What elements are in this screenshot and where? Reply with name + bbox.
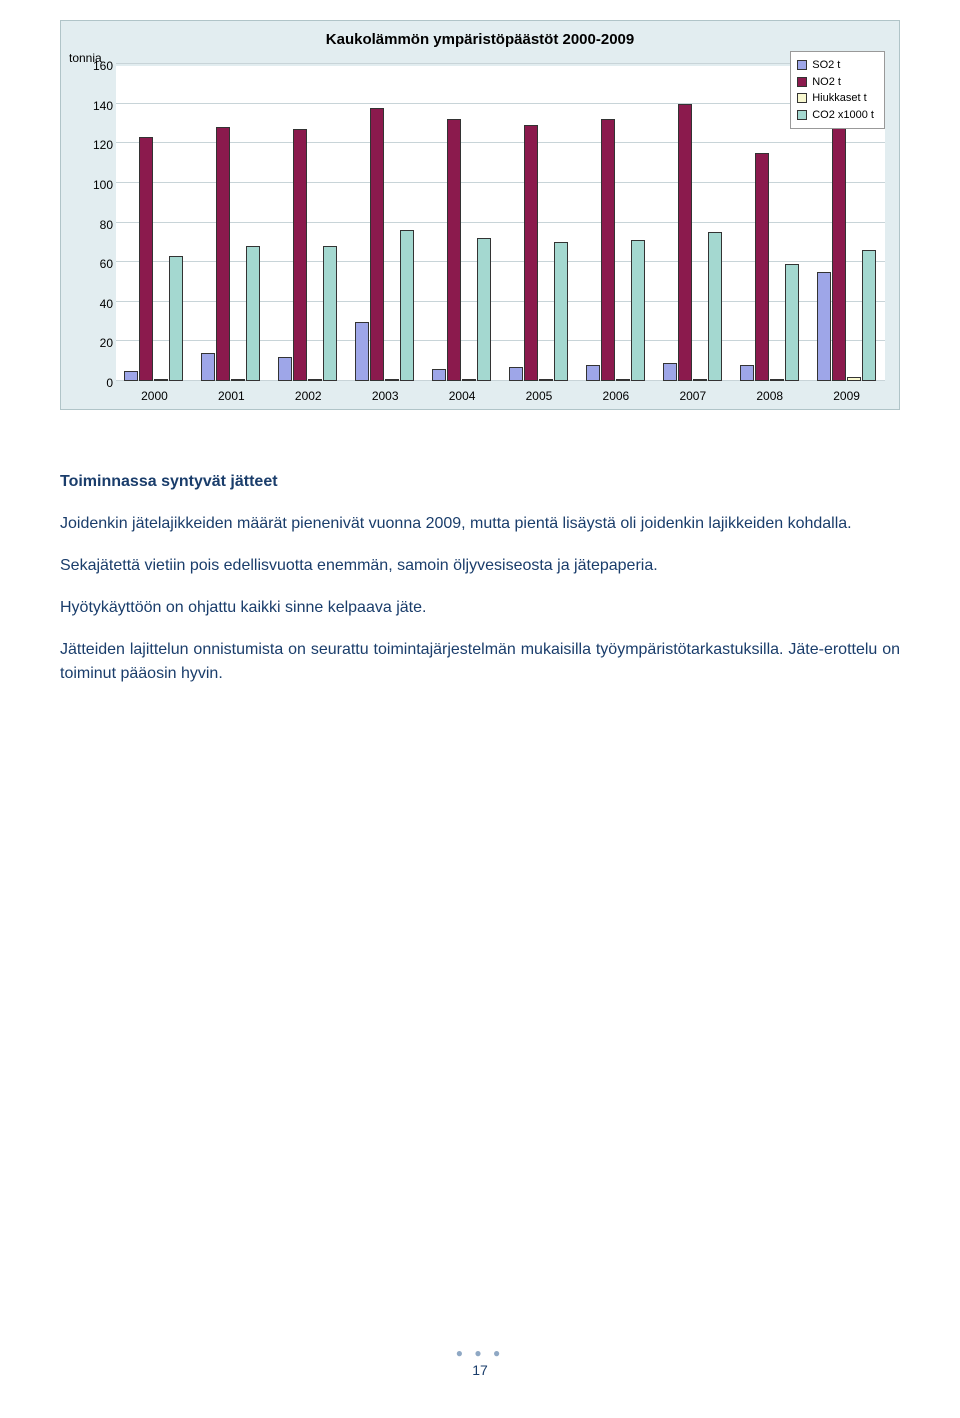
bar: [355, 322, 369, 381]
bar: [323, 246, 337, 381]
bar-group: [116, 66, 193, 381]
bar: [663, 363, 677, 381]
paragraph: Hyötykäyttöön on ohjattu kaikki sinne ke…: [60, 596, 900, 620]
bar: [678, 104, 692, 381]
legend-swatch-icon: [797, 110, 807, 120]
y-tick-label: 40: [93, 297, 113, 311]
bar: [601, 119, 615, 381]
legend-label: SO2 t: [812, 57, 840, 74]
chart-container: Kaukolämmön ympäristöpäästöt 2000-2009 t…: [60, 20, 900, 410]
paragraph: Jätteiden lajittelun onnistumista on seu…: [60, 638, 900, 686]
bar-group: [424, 66, 501, 381]
bar: [616, 379, 630, 381]
legend-swatch-icon: [797, 60, 807, 70]
plot-area: [116, 66, 885, 381]
bar: [231, 379, 245, 381]
x-tick-label: 2009: [808, 389, 885, 403]
bar: [832, 127, 846, 381]
bar: [755, 153, 769, 381]
bar-group: [347, 66, 424, 381]
grid-line: [116, 63, 885, 64]
bar: [216, 127, 230, 381]
bar: [201, 353, 215, 381]
bar: [124, 371, 138, 381]
bar: [554, 242, 568, 381]
body-text: Toiminnassa syntyvät jätteet Joidenkin j…: [60, 470, 900, 686]
bar-group: [501, 66, 578, 381]
legend-label: Hiukkaset t: [812, 90, 866, 107]
y-tick-label: 140: [93, 99, 113, 113]
bar-group: [193, 66, 270, 381]
x-tick-label: 2007: [654, 389, 731, 403]
bar: [524, 125, 538, 381]
bar-group: [577, 66, 654, 381]
legend-label: CO2 x1000 t: [812, 107, 874, 124]
legend-item: Hiukkaset t: [797, 90, 874, 107]
bar: [740, 365, 754, 381]
legend-swatch-icon: [797, 77, 807, 87]
bar: [817, 272, 831, 381]
x-tick-label: 2008: [731, 389, 808, 403]
bar: [586, 365, 600, 381]
bar: [400, 230, 414, 381]
bar-group: [654, 66, 731, 381]
x-tick-label: 2000: [116, 389, 193, 403]
legend-item: CO2 x1000 t: [797, 107, 874, 124]
page-number: 17: [456, 1362, 504, 1378]
bar: [509, 367, 523, 381]
bar: [308, 379, 322, 381]
legend-swatch-icon: [797, 93, 807, 103]
paragraph: Sekajätettä vietiin pois edellisvuotta e…: [60, 554, 900, 578]
bar: [785, 264, 799, 381]
x-tick-label: 2002: [270, 389, 347, 403]
bar: [169, 256, 183, 381]
x-tick-label: 2001: [193, 389, 270, 403]
legend-item: SO2 t: [797, 57, 874, 74]
bar: [539, 379, 553, 381]
y-tick-label: 0: [93, 376, 113, 390]
legend-label: NO2 t: [812, 74, 841, 91]
section-heading: Toiminnassa syntyvät jätteet: [60, 470, 900, 494]
chart-title: Kaukolämmön ympäristöpäästöt 2000-2009: [69, 31, 891, 48]
x-tick-label: 2004: [424, 389, 501, 403]
bar: [154, 379, 168, 381]
x-tick-label: 2005: [501, 389, 578, 403]
bar: [862, 250, 876, 381]
page-footer: ● ● ● 17: [456, 1346, 504, 1378]
x-tick-label: 2006: [577, 389, 654, 403]
bar: [770, 379, 784, 381]
bar: [847, 377, 861, 381]
paragraph: Joidenkin jätelajikkeiden määrät pieneni…: [60, 512, 900, 536]
bar: [293, 129, 307, 381]
legend-item: NO2 t: [797, 74, 874, 91]
bar: [432, 369, 446, 381]
bar: [385, 379, 399, 381]
x-tick-label: 2003: [347, 389, 424, 403]
bar: [477, 238, 491, 381]
bar: [278, 357, 292, 381]
y-tick-label: 120: [93, 138, 113, 152]
y-tick-label: 60: [93, 257, 113, 271]
y-tick-label: 100: [93, 178, 113, 192]
bar: [246, 246, 260, 381]
bar: [447, 119, 461, 381]
footer-dots-icon: ● ● ●: [456, 1346, 504, 1360]
bar: [631, 240, 645, 381]
chart-legend: SO2 tNO2 tHiukkaset tCO2 x1000 t: [790, 51, 885, 129]
bar: [462, 379, 476, 381]
y-tick-label: 80: [93, 218, 113, 232]
bar: [139, 137, 153, 381]
bar: [708, 232, 722, 381]
bar: [693, 379, 707, 381]
bar: [370, 108, 384, 381]
y-tick-label: 160: [93, 59, 113, 73]
y-tick-label: 20: [93, 336, 113, 350]
bar-group: [270, 66, 347, 381]
